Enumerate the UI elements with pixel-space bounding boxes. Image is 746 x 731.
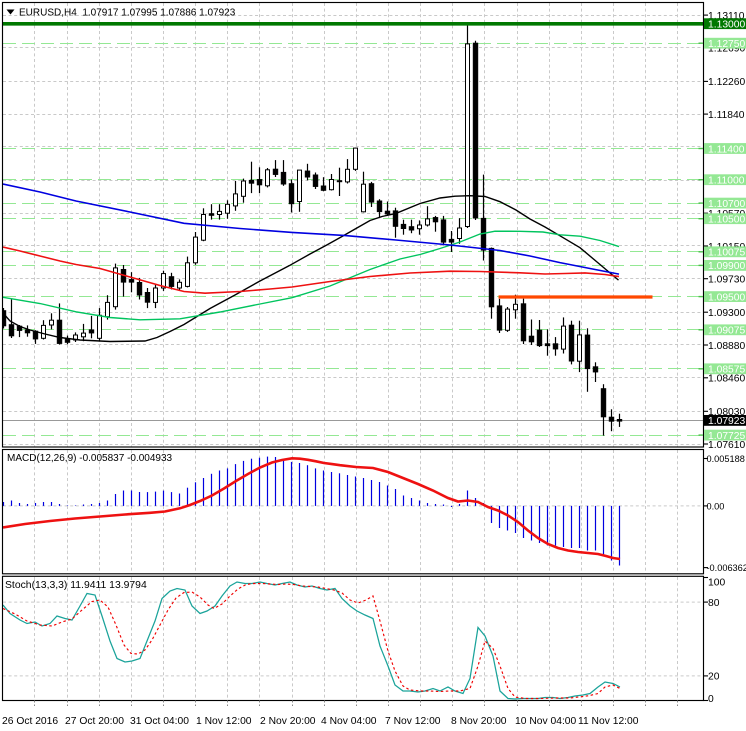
svg-text:1.09500: 1.09500 — [708, 292, 745, 303]
svg-text:7 Nov 12:00: 7 Nov 12:00 — [385, 716, 441, 727]
svg-text:1.09900: 1.09900 — [708, 261, 745, 272]
svg-text:4 Nov 04:00: 4 Nov 04:00 — [321, 716, 377, 727]
svg-text:1.13110: 1.13110 — [708, 11, 745, 22]
svg-text:26 Oct 2016: 26 Oct 2016 — [2, 716, 58, 727]
svg-text:1 Nov 12:00: 1 Nov 12:00 — [196, 716, 252, 727]
svg-text:27 Oct 20:00: 27 Oct 20:00 — [65, 716, 124, 727]
svg-text:8 Nov 20:00: 8 Nov 20:00 — [451, 716, 507, 727]
svg-text:MACD(12,26,9) -0.005837 -0.004: MACD(12,26,9) -0.005837 -0.004933 — [7, 453, 173, 464]
svg-text:80: 80 — [708, 598, 720, 609]
svg-text:1.10700: 1.10700 — [708, 199, 745, 210]
svg-text:1.10500: 1.10500 — [708, 215, 745, 226]
svg-text:1.11840: 1.11840 — [708, 110, 745, 121]
svg-text:1.09075: 1.09075 — [708, 326, 745, 337]
svg-text:1.08030: 1.08030 — [708, 407, 745, 418]
svg-text:1.08460: 1.08460 — [708, 374, 745, 385]
svg-text:31 Oct 04:00: 31 Oct 04:00 — [130, 716, 189, 727]
svg-text:10 Nov 04:00: 10 Nov 04:00 — [515, 716, 577, 727]
svg-text:1.12750: 1.12750 — [708, 39, 745, 50]
svg-text:1.11400: 1.11400 — [708, 144, 745, 155]
svg-text:11 Nov 12:00: 11 Nov 12:00 — [578, 716, 639, 727]
svg-text:Stoch(13,3,3) 11.9411 13.9794: Stoch(13,3,3) 11.9411 13.9794 — [5, 580, 147, 591]
svg-text:1.10075: 1.10075 — [708, 248, 745, 259]
svg-text:1.12260: 1.12260 — [708, 77, 745, 88]
svg-text:1.12690: 1.12690 — [708, 44, 745, 55]
svg-text:1.08575: 1.08575 — [708, 365, 745, 376]
svg-text:2 Nov 20:00: 2 Nov 20:00 — [260, 716, 316, 727]
svg-text:1.07725: 1.07725 — [708, 431, 745, 442]
svg-text:1.08880: 1.08880 — [708, 341, 745, 352]
svg-text:100: 100 — [708, 578, 725, 589]
svg-text:20: 20 — [708, 672, 720, 683]
svg-text:0: 0 — [708, 694, 714, 705]
svg-text:1.09730: 1.09730 — [708, 275, 745, 286]
svg-text:1.13000: 1.13000 — [708, 20, 745, 31]
svg-text:0.005188: 0.005188 — [707, 454, 745, 464]
svg-text:0.00: 0.00 — [707, 502, 725, 512]
svg-text:1.07923: 1.07923 — [708, 416, 745, 427]
svg-text:1.09300: 1.09300 — [708, 308, 745, 319]
svg-text:EURUSD,H4 1.07917 1.07995 1.0: EURUSD,H4 1.07917 1.07995 1.07886 1.0792… — [19, 8, 236, 19]
svg-text:-0.006362: -0.006362 — [707, 563, 746, 573]
svg-text:1.11000: 1.11000 — [708, 176, 745, 187]
svg-text:1.07610: 1.07610 — [708, 440, 745, 451]
